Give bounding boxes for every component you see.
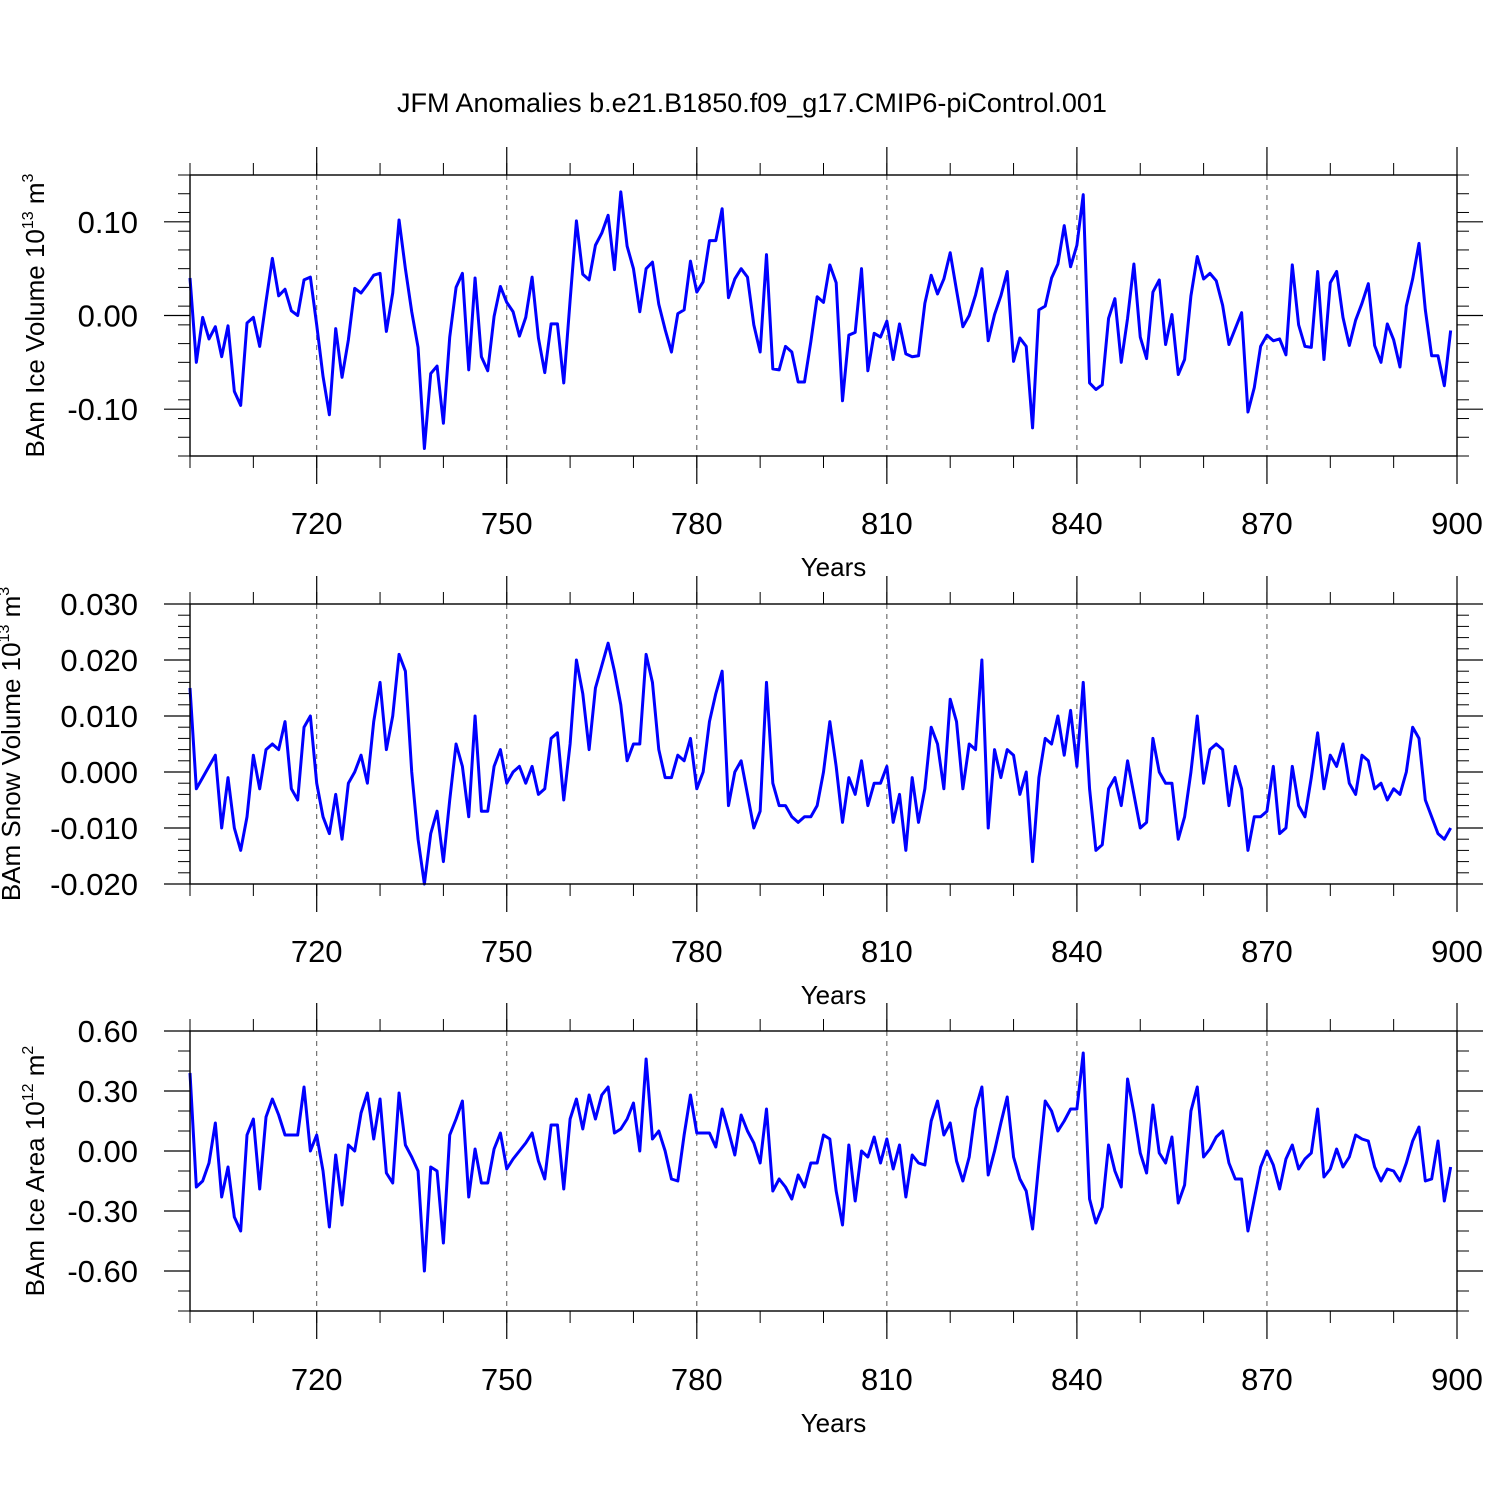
x-tick-label: 900 xyxy=(1431,934,1483,969)
x-tick-label: 810 xyxy=(861,506,913,541)
y-axis-label: BAm Ice Volume 1013 m3 xyxy=(20,173,50,457)
y-tick-label: 0.030 xyxy=(60,587,138,622)
y-tick-label: -0.10 xyxy=(67,392,138,427)
panel-3: 720 750 780 810 840 870 900 Years -0.60 -0.30 0.00… xyxy=(20,1003,1483,1438)
series-line xyxy=(188,190,1453,451)
y-tick-label: 0.000 xyxy=(60,755,138,790)
y-axis-label: BAm Snow Volume 1013 m3 xyxy=(0,587,26,901)
y-tick-label: 0.00 xyxy=(78,299,138,334)
x-tick-label: 810 xyxy=(861,1362,913,1397)
y-tick-label: 0.30 xyxy=(78,1074,138,1109)
x-tick-label: 720 xyxy=(291,506,343,541)
plot-frame xyxy=(189,603,1458,885)
y-tick-label: 0.10 xyxy=(78,205,138,240)
y-tick-label: 0.00 xyxy=(78,1134,138,1169)
x-tick-label: 750 xyxy=(481,1362,533,1397)
series-line xyxy=(188,1051,1453,1273)
y-axis-label: BAm Ice Area 1012 m2 xyxy=(20,1046,50,1297)
x-tick-label: 720 xyxy=(291,1362,343,1397)
figure-title: JFM Anomalies b.e21.B1850.f09_g17.CMIP6-… xyxy=(397,88,1107,118)
x-tick-label: 900 xyxy=(1431,506,1483,541)
y-tick-label: 0.010 xyxy=(60,699,138,734)
panel-1: 720 750 780 810 840 870 900 Years -0.10 0.00 0.10 B… xyxy=(20,147,1483,582)
y-tick-label: -0.020 xyxy=(50,867,138,902)
y-tick-label: 0.60 xyxy=(78,1014,138,1049)
x-tick-label: 870 xyxy=(1241,506,1293,541)
x-axis-label: Years xyxy=(801,980,867,1010)
x-tick-label: 780 xyxy=(671,506,723,541)
plot-frame xyxy=(189,174,1458,457)
x-tick-label: 780 xyxy=(671,1362,723,1397)
x-tick-label: 840 xyxy=(1051,506,1103,541)
x-axis-label: Years xyxy=(801,1408,867,1438)
x-tick-label: 750 xyxy=(481,506,533,541)
panel-2: 720 750 780 810 840 870 900 Years -0.020 -0.010 0.… xyxy=(0,576,1483,1010)
x-axis-label: Years xyxy=(801,552,867,582)
x-tick-label: 780 xyxy=(671,934,723,969)
x-tick-label: 840 xyxy=(1051,1362,1103,1397)
y-tick-label: -0.30 xyxy=(67,1194,138,1229)
y-tick-label: -0.010 xyxy=(50,811,138,846)
x-tick-label: 870 xyxy=(1241,1362,1293,1397)
y-tick-label: -0.60 xyxy=(67,1254,138,1289)
x-tick-label: 810 xyxy=(861,934,913,969)
x-tick-label: 840 xyxy=(1051,934,1103,969)
x-tick-label: 750 xyxy=(481,934,533,969)
x-tick-label: 900 xyxy=(1431,1362,1483,1397)
y-tick-label: 0.020 xyxy=(60,643,138,678)
series-line xyxy=(188,641,1452,886)
plot-frame xyxy=(189,1030,1458,1312)
x-tick-label: 720 xyxy=(291,934,343,969)
x-tick-label: 870 xyxy=(1241,934,1293,969)
